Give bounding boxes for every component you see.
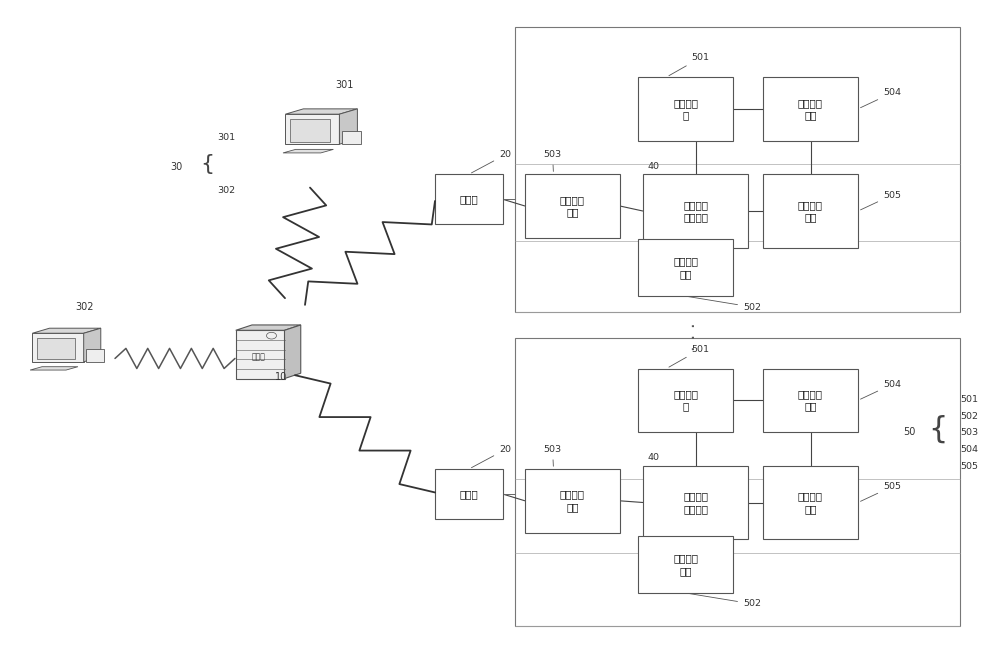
Polygon shape (32, 333, 84, 362)
Polygon shape (236, 325, 301, 330)
Polygon shape (342, 131, 361, 144)
Text: 501: 501 (960, 395, 978, 404)
Text: 505: 505 (861, 191, 901, 210)
FancyBboxPatch shape (435, 174, 503, 224)
FancyBboxPatch shape (643, 174, 748, 248)
Text: 20: 20 (471, 446, 511, 468)
Text: 502: 502 (960, 411, 978, 421)
Text: 503: 503 (544, 151, 562, 172)
Text: 505: 505 (960, 462, 978, 471)
Text: 501: 501 (669, 345, 710, 367)
FancyBboxPatch shape (763, 77, 858, 141)
Text: {: { (200, 154, 214, 174)
Text: 503: 503 (960, 428, 978, 438)
Polygon shape (285, 109, 357, 114)
FancyBboxPatch shape (525, 469, 620, 533)
Text: 电压采集
装置: 电压采集 装置 (560, 490, 585, 512)
Text: 30: 30 (170, 163, 182, 172)
Text: 电流采集
装置: 电流采集 装置 (798, 491, 823, 514)
Text: 电量计量
装置: 电量计量 装置 (673, 257, 698, 279)
Text: 空调能耗
系统设备: 空调能耗 系统设备 (683, 200, 708, 222)
Text: 504: 504 (861, 88, 901, 108)
Text: 301: 301 (335, 80, 353, 90)
Text: 50: 50 (903, 427, 915, 437)
FancyBboxPatch shape (638, 239, 733, 296)
FancyBboxPatch shape (515, 338, 960, 626)
FancyBboxPatch shape (638, 536, 733, 593)
Text: 10: 10 (275, 372, 287, 382)
FancyBboxPatch shape (638, 369, 733, 432)
FancyBboxPatch shape (515, 27, 960, 312)
Polygon shape (236, 330, 285, 379)
Polygon shape (86, 349, 104, 362)
Text: 电流采集
模块: 电流采集 模块 (798, 200, 823, 222)
Text: 温度传感
器: 温度传感 器 (673, 98, 698, 120)
Text: 控制器: 控制器 (460, 489, 478, 499)
Polygon shape (283, 149, 333, 153)
Text: 服务器: 服务器 (252, 352, 265, 362)
Text: 501: 501 (669, 54, 710, 76)
FancyBboxPatch shape (763, 369, 858, 432)
Text: 505: 505 (861, 482, 901, 501)
FancyBboxPatch shape (37, 338, 75, 359)
Text: {: { (929, 414, 948, 444)
FancyBboxPatch shape (290, 119, 330, 141)
Text: 控制器: 控制器 (460, 194, 478, 204)
Polygon shape (285, 114, 339, 144)
Text: · · ·: · · · (686, 322, 704, 350)
Text: 温度传感
器: 温度传感 器 (673, 389, 698, 411)
Text: 504: 504 (861, 380, 901, 399)
Text: 20: 20 (471, 151, 511, 173)
Text: 40: 40 (648, 162, 660, 171)
Text: 504: 504 (960, 445, 978, 454)
Polygon shape (285, 325, 301, 379)
FancyBboxPatch shape (763, 174, 858, 248)
Polygon shape (84, 328, 101, 362)
Text: 301: 301 (217, 133, 235, 142)
Text: 40: 40 (648, 454, 660, 462)
Polygon shape (339, 109, 357, 144)
Text: 空调能耗
系统设备: 空调能耗 系统设备 (683, 491, 708, 514)
Text: 502: 502 (688, 594, 761, 608)
Polygon shape (30, 366, 78, 370)
Text: 302: 302 (217, 186, 235, 196)
FancyBboxPatch shape (435, 469, 503, 519)
Text: 变频控制
装置: 变频控制 装置 (798, 389, 823, 411)
FancyBboxPatch shape (525, 174, 620, 238)
Text: 502: 502 (688, 297, 761, 312)
FancyBboxPatch shape (638, 77, 733, 141)
Text: 变频控制
装置: 变频控制 装置 (798, 98, 823, 120)
Text: 302: 302 (75, 302, 94, 312)
Text: 电压采集
模块: 电压采集 模块 (560, 195, 585, 217)
Polygon shape (32, 328, 101, 333)
FancyBboxPatch shape (763, 466, 858, 539)
Text: 503: 503 (544, 446, 562, 466)
FancyBboxPatch shape (643, 466, 748, 539)
Text: 电量计量
装置: 电量计量 装置 (673, 553, 698, 576)
